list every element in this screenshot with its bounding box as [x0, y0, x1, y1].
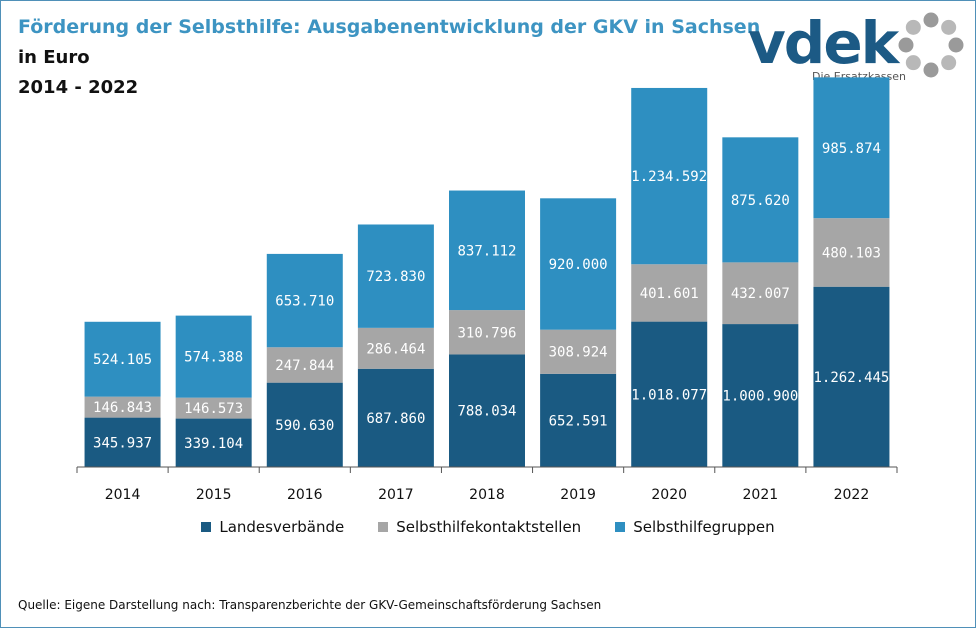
logo-ring-dot [923, 12, 939, 28]
data-label-kontaktstellen-2016: 247.844 [275, 358, 334, 374]
bar-landesverbaende-2015 [175, 418, 252, 467]
bar-kontaktstellen-2014 [84, 396, 161, 418]
bar-gruppen-2019 [540, 198, 617, 330]
data-label-kontaktstellen-2019: 308.924 [549, 345, 608, 361]
legend-item-gruppen: Selbsthilfegruppen [615, 518, 775, 536]
data-label-gruppen-2014: 524.105 [93, 352, 152, 368]
bar-landesverbaende-2014 [84, 417, 161, 467]
bar-gruppen-2014 [84, 321, 161, 397]
logo-ring-dot [941, 19, 957, 35]
data-label-landesverbaende-2017: 687.860 [366, 411, 425, 427]
vdek-logo-ring-icon [898, 12, 964, 78]
source-note: Quelle: Eigene Darstellung nach: Transpa… [18, 598, 602, 612]
legend-swatch-landesverbaende [201, 522, 212, 532]
x-tick-label-2017: 2017 [378, 487, 414, 503]
data-label-kontaktstellen-2021: 432.007 [731, 286, 790, 302]
x-tick-label-2014: 2014 [105, 487, 141, 503]
data-label-landesverbaende-2021: 1.000.900 [722, 389, 798, 405]
chart-legend: Landesverbände Selbsthilfekontaktstellen… [0, 518, 976, 536]
chart-period: 2014 - 2022 [18, 77, 139, 98]
bar-gruppen-2015 [175, 315, 252, 398]
x-tick-label-2015: 2015 [196, 487, 232, 503]
x-tick-label-2019: 2019 [560, 487, 596, 503]
data-label-kontaktstellen-2018: 310.796 [457, 325, 516, 341]
data-label-gruppen-2015: 574.388 [184, 350, 243, 366]
x-tick-label-2020: 2020 [651, 487, 687, 503]
data-label-gruppen-2017: 723.830 [366, 269, 425, 285]
bar-landesverbaende-2022 [813, 286, 890, 467]
data-label-gruppen-2020: 1.234.592 [631, 169, 707, 185]
legend-label-landesverbaende: Landesverbände [219, 518, 345, 536]
bar-gruppen-2016 [266, 253, 343, 348]
data-label-landesverbaende-2015: 339.104 [184, 436, 243, 452]
logo-ring-dot [905, 19, 921, 35]
logo-ring-dot [948, 37, 964, 53]
legend-item-landesverbaende: Landesverbände [201, 518, 344, 536]
data-label-gruppen-2021: 875.620 [731, 193, 790, 209]
data-label-landesverbaende-2018: 788.034 [457, 404, 516, 420]
logo-ring-dot [898, 37, 914, 53]
data-label-gruppen-2016: 653.710 [275, 294, 334, 310]
bar-landesverbaende-2019 [540, 373, 617, 467]
data-label-kontaktstellen-2022: 480.103 [822, 245, 881, 261]
bar-kontaktstellen-2016 [266, 347, 343, 383]
data-label-landesverbaende-2019: 652.591 [549, 413, 608, 429]
x-tick-label-2018: 2018 [469, 487, 505, 503]
legend-label-gruppen: Selbsthilfegruppen [633, 518, 775, 536]
bar-kontaktstellen-2021 [722, 262, 799, 325]
bar-kontaktstellen-2018 [449, 310, 525, 355]
data-label-kontaktstellen-2020: 401.601 [640, 286, 699, 302]
x-tick-label-2021: 2021 [743, 487, 779, 503]
bar-kontaktstellen-2020 [631, 264, 708, 322]
logo-ring-dot [905, 55, 921, 71]
legend-swatch-gruppen [615, 522, 626, 532]
bar-gruppen-2021 [722, 137, 799, 263]
logo-ring-dot [923, 62, 939, 78]
data-label-landesverbaende-2022: 1.262.445 [814, 370, 890, 386]
bar-kontaktstellen-2022 [813, 218, 890, 287]
vdek-logo-wordmark: vdek [748, 9, 899, 77]
bar-landesverbaende-2016 [266, 382, 343, 467]
data-label-kontaktstellen-2017: 286.464 [366, 341, 425, 357]
bar-landesverbaende-2017 [357, 368, 434, 467]
data-label-gruppen-2018: 837.112 [457, 243, 516, 259]
chart-title: Förderung der Selbsthilfe: Ausgabenentwi… [18, 16, 761, 38]
bar-landesverbaende-2020 [631, 321, 708, 467]
bar-gruppen-2020 [631, 87, 708, 265]
bar-landesverbaende-2021 [722, 324, 799, 467]
bar-kontaktstellen-2015 [175, 397, 252, 419]
data-label-gruppen-2022: 985.874 [822, 141, 881, 157]
legend-item-kontaktstellen: Selbsthilfekontaktstellen [378, 518, 581, 536]
legend-swatch-kontaktstellen [378, 522, 389, 532]
logo-ring-dot [941, 55, 957, 71]
bar-gruppen-2022 [813, 77, 890, 219]
data-label-landesverbaende-2014: 345.937 [93, 435, 152, 451]
x-tick-label-2016: 2016 [287, 487, 323, 503]
data-label-gruppen-2019: 920.000 [549, 257, 608, 273]
bar-kontaktstellen-2019 [540, 329, 617, 374]
bar-landesverbaende-2018 [449, 354, 525, 467]
data-label-kontaktstellen-2014: 146.843 [93, 400, 152, 416]
x-tick-label-2022: 2022 [834, 487, 870, 503]
data-label-kontaktstellen-2015: 146.573 [184, 401, 243, 417]
bar-kontaktstellen-2017 [357, 327, 434, 369]
data-label-landesverbaende-2020: 1.018.077 [631, 387, 707, 403]
bar-gruppen-2017 [357, 224, 434, 328]
chart-subtitle: in Euro [18, 47, 90, 68]
bar-gruppen-2018 [449, 190, 525, 311]
legend-label-kontaktstellen: Selbsthilfekontaktstellen [396, 518, 582, 536]
data-label-landesverbaende-2016: 590.630 [275, 418, 334, 434]
